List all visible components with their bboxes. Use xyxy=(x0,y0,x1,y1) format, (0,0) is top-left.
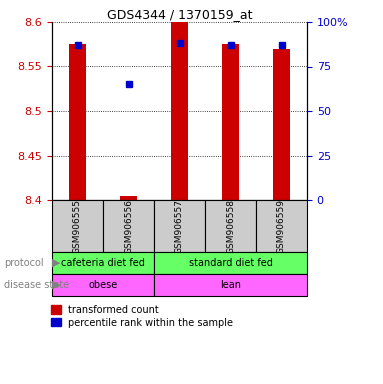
Text: GSM906555: GSM906555 xyxy=(73,199,82,253)
Bar xyxy=(119,195,137,200)
FancyBboxPatch shape xyxy=(205,200,256,252)
FancyBboxPatch shape xyxy=(52,274,154,296)
Text: GSM906559: GSM906559 xyxy=(277,199,286,253)
FancyBboxPatch shape xyxy=(52,200,103,252)
Bar xyxy=(273,49,290,200)
Text: GSM906558: GSM906558 xyxy=(226,199,235,253)
Text: disease state: disease state xyxy=(4,280,69,290)
FancyBboxPatch shape xyxy=(154,200,205,252)
Text: obese: obese xyxy=(88,280,118,290)
FancyBboxPatch shape xyxy=(103,200,154,252)
Bar xyxy=(170,22,188,200)
Bar xyxy=(222,44,239,200)
Text: ▶: ▶ xyxy=(52,258,60,268)
Text: standard diet fed: standard diet fed xyxy=(188,258,272,268)
Text: ▶: ▶ xyxy=(52,280,60,290)
Bar xyxy=(69,44,87,200)
Title: GDS4344 / 1370159_at: GDS4344 / 1370159_at xyxy=(107,8,252,21)
Legend: transformed count, percentile rank within the sample: transformed count, percentile rank withi… xyxy=(51,305,233,328)
Text: GSM906557: GSM906557 xyxy=(175,199,184,253)
Text: lean: lean xyxy=(220,280,241,290)
FancyBboxPatch shape xyxy=(256,200,307,252)
Text: GSM906556: GSM906556 xyxy=(124,199,133,253)
FancyBboxPatch shape xyxy=(154,274,307,296)
FancyBboxPatch shape xyxy=(154,252,307,274)
Text: protocol: protocol xyxy=(4,258,43,268)
Text: cafeteria diet fed: cafeteria diet fed xyxy=(61,258,145,268)
FancyBboxPatch shape xyxy=(52,252,154,274)
